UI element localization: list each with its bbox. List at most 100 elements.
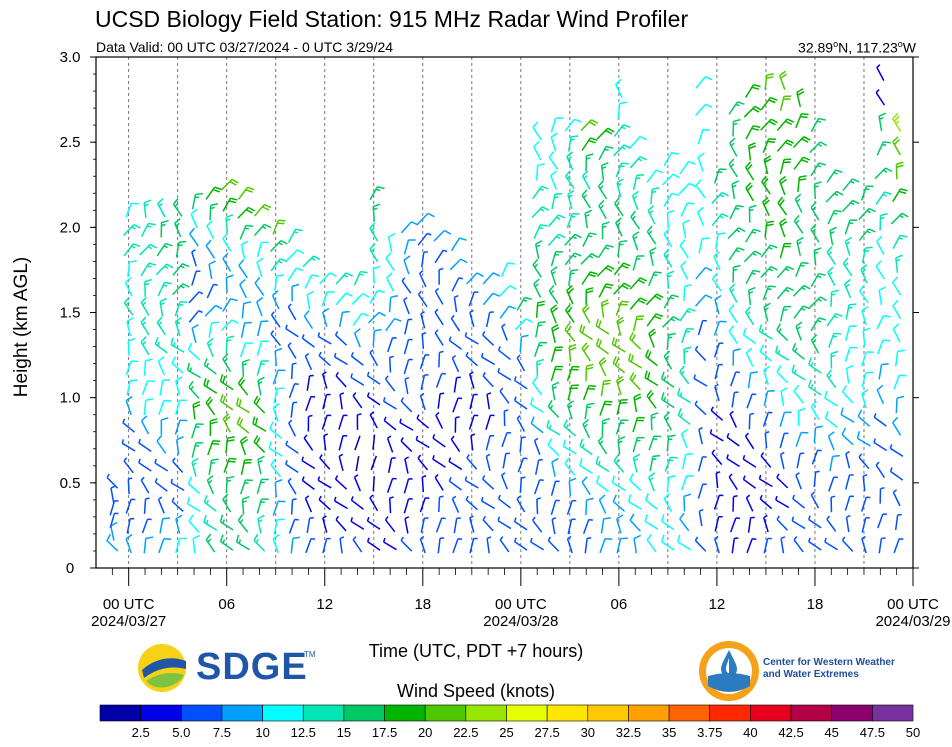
barb-staff xyxy=(143,400,147,416)
wind-barb xyxy=(629,513,641,532)
barb-feather xyxy=(566,325,572,333)
wind-barb xyxy=(497,494,511,509)
wind-barb xyxy=(598,494,607,514)
barb-staff xyxy=(338,312,344,328)
barb-feather xyxy=(551,307,559,313)
wind-barb xyxy=(160,417,169,435)
barb-staff xyxy=(239,342,247,358)
wind-barb xyxy=(776,473,789,489)
barb-half-feather xyxy=(719,215,724,219)
barb-half-feather xyxy=(812,206,817,211)
barb-staff xyxy=(469,312,475,328)
barb-staff xyxy=(367,375,381,385)
barb-half-feather xyxy=(858,453,863,458)
wind-barb xyxy=(826,515,837,532)
wind-barb xyxy=(551,457,559,477)
barb-feather xyxy=(188,514,194,522)
wind-barb xyxy=(321,291,335,307)
barb-half-feather xyxy=(451,354,457,359)
barb-staff xyxy=(452,397,459,413)
barb-feather xyxy=(616,514,624,520)
barb-staff xyxy=(419,497,426,513)
wind-barb xyxy=(876,64,885,82)
barb-half-feather xyxy=(572,254,577,258)
wind-barb xyxy=(845,451,851,469)
barb-staff xyxy=(188,291,200,304)
barb-feather xyxy=(652,454,661,458)
wind-barb xyxy=(482,371,494,388)
wind-barb xyxy=(175,240,187,258)
wind-barb xyxy=(307,414,313,432)
barb-staff xyxy=(795,432,802,447)
wind-barb xyxy=(122,223,141,236)
barb-half-feather xyxy=(539,188,544,192)
barb-feather xyxy=(551,324,559,329)
wind-barb xyxy=(579,458,593,475)
wind-barb xyxy=(239,279,248,299)
barb-half-feather xyxy=(465,495,469,501)
barb-feather xyxy=(688,307,696,312)
barb-staff xyxy=(470,435,474,451)
barb-feather xyxy=(164,281,172,285)
barb-half-feather xyxy=(223,357,228,362)
barb-feather xyxy=(369,222,376,229)
barb-staff xyxy=(270,314,281,328)
barb-staff xyxy=(338,456,344,472)
wind-barb xyxy=(892,323,901,343)
barb-half-feather xyxy=(801,307,806,311)
barb-feather xyxy=(748,286,756,292)
barb-feather xyxy=(714,295,722,301)
barb-staff xyxy=(895,351,899,367)
barb-staff xyxy=(519,336,523,352)
wind-barb xyxy=(663,411,673,431)
wind-barb xyxy=(448,457,463,471)
barb-feather xyxy=(619,239,628,243)
wind-barb xyxy=(878,112,886,132)
barb-feather xyxy=(235,397,240,406)
x-tick-label: 06 xyxy=(218,596,235,613)
wind-barb xyxy=(795,472,802,490)
barb-half-feather xyxy=(760,452,765,457)
barb-half-feather xyxy=(244,227,249,230)
barb-feather xyxy=(745,182,752,189)
wind-barb xyxy=(876,235,885,255)
barb-staff xyxy=(206,225,215,240)
wind-barb xyxy=(663,350,673,370)
barb-half-feather xyxy=(866,230,871,234)
barb-staff xyxy=(563,445,577,455)
wind-barb xyxy=(745,494,754,512)
barb-half-feather xyxy=(898,237,903,240)
wind-barb xyxy=(646,533,657,553)
barb-feather xyxy=(667,209,675,214)
x-tick-label: 18 xyxy=(414,596,431,613)
wind-barb xyxy=(139,243,158,256)
wind-barb xyxy=(204,304,223,317)
barb-half-feather xyxy=(145,497,150,500)
wind-barb xyxy=(175,514,183,534)
barb-staff xyxy=(747,517,752,533)
wind-barb xyxy=(401,277,412,294)
wind-barb xyxy=(612,494,626,512)
barb-staff xyxy=(547,539,560,552)
barb-feather xyxy=(238,399,242,407)
barb-half-feather xyxy=(513,396,517,401)
wind-barb xyxy=(417,232,432,246)
barb-feather xyxy=(243,301,252,305)
barb-feather xyxy=(892,323,900,330)
barb-feather xyxy=(377,289,385,294)
barb-staff xyxy=(600,518,605,534)
wind-barb xyxy=(845,364,854,384)
y-tick-label: 0.5 xyxy=(60,475,81,492)
barb-staff xyxy=(661,520,675,531)
barb-feather xyxy=(276,274,284,277)
wind-barb xyxy=(125,202,139,218)
barb-feather xyxy=(175,376,183,382)
wind-barb xyxy=(760,96,778,111)
barb-staff xyxy=(714,364,720,380)
barb-staff xyxy=(240,322,246,338)
wind-barb xyxy=(810,317,827,332)
wind-barb xyxy=(306,517,314,534)
barb-feather xyxy=(630,354,634,363)
wind-barb xyxy=(808,357,822,374)
barb-feather xyxy=(222,395,227,404)
